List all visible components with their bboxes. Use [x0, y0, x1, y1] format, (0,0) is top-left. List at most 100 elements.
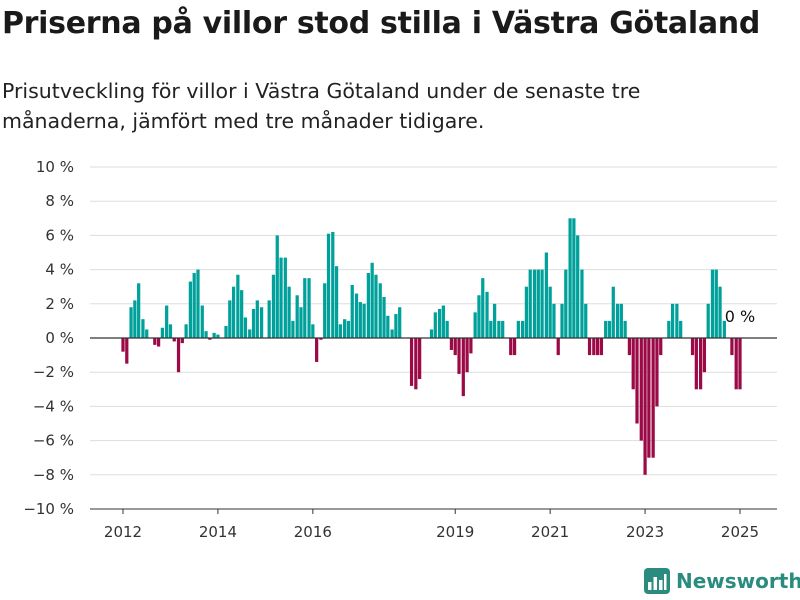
bar-positive — [141, 319, 145, 338]
bar-positive — [295, 295, 299, 338]
bar-positive — [521, 320, 525, 338]
bar-chart: 10 % 8 % 6 % 4 % 2 % 0 % −2 % −4 % −6 % −8 % −10 %… — [23, 158, 777, 541]
bar-positive — [441, 305, 445, 338]
bar-negative — [738, 338, 742, 390]
y-tick-label: 4 % — [45, 261, 74, 279]
bar-negative — [461, 338, 465, 397]
x-tick-label: 2021 — [531, 523, 569, 541]
bar-positive — [540, 269, 544, 338]
bar-negative — [409, 338, 414, 386]
bar-positive — [552, 303, 556, 338]
x-tick-label: 2023 — [626, 523, 664, 541]
bar-negative — [449, 338, 454, 350]
bar-negative — [176, 338, 181, 373]
bar-negative — [643, 338, 647, 475]
bar-positive — [524, 286, 529, 338]
bar-negative — [730, 338, 734, 356]
bar-positive — [477, 295, 481, 338]
bar-positive — [437, 308, 442, 338]
bar-positive — [204, 331, 208, 338]
bar-negative — [635, 338, 639, 424]
bar-negative — [627, 338, 632, 356]
bar-positive — [493, 303, 497, 338]
bar-positive — [572, 218, 576, 338]
bar-positive — [473, 312, 477, 338]
bar-positive — [528, 269, 532, 338]
bar-positive — [429, 329, 434, 338]
x-tick-label: 2019 — [436, 523, 474, 541]
bar-negative — [180, 338, 184, 344]
bar-positive — [670, 303, 675, 338]
bar-positive — [323, 283, 327, 338]
bar-positive — [196, 269, 200, 338]
bar-positive — [231, 286, 236, 338]
bar-positive — [212, 332, 216, 338]
chart-subtitle: Prisutveckling för villor i Västra Götal… — [2, 79, 641, 133]
y-tick-label: 0 % — [45, 329, 74, 347]
bar-positive — [615, 303, 620, 338]
bar-positive — [358, 302, 362, 338]
bar-negative — [469, 338, 473, 354]
bar-positive — [722, 320, 726, 338]
bar-positive — [287, 286, 291, 338]
bar-negative — [592, 338, 596, 356]
bar-negative — [121, 338, 125, 352]
bar-positive — [433, 312, 437, 338]
x-tick-label: 2014 — [199, 523, 237, 541]
bar-positive — [311, 324, 315, 338]
bar-negative — [509, 338, 513, 356]
bar-positive — [718, 286, 722, 338]
bar-positive — [497, 320, 501, 338]
bar-positive — [334, 266, 339, 338]
bar-positive — [714, 269, 718, 338]
bar-positive — [299, 307, 303, 338]
bar-positive — [192, 273, 196, 338]
bar-positive — [584, 303, 588, 338]
bar-positive — [378, 283, 382, 338]
bar-positive — [481, 278, 485, 338]
bar-positive — [619, 303, 623, 338]
bar-positive — [366, 273, 370, 338]
x-tick-label: 2012 — [104, 523, 142, 541]
bar-positive — [548, 286, 552, 338]
bar-positive — [532, 269, 537, 338]
bar-negative — [599, 338, 604, 356]
bar-positive — [346, 320, 351, 338]
y-tick-label: 2 % — [45, 295, 74, 313]
bar-positive — [576, 235, 580, 338]
bar-positive — [607, 320, 612, 338]
bar-positive — [259, 307, 264, 338]
bar-positive — [706, 303, 710, 338]
bar-positive — [568, 218, 572, 338]
bar-positive — [137, 283, 141, 338]
bar-negative — [512, 338, 517, 356]
bar-negative — [595, 338, 600, 356]
y-tick-label: −10 % — [23, 500, 74, 518]
bar-positive — [398, 307, 402, 338]
bar-positive — [251, 308, 256, 338]
chart-title: Priserna på villor stod stilla i Västra … — [2, 6, 760, 41]
bar-positive — [394, 314, 398, 338]
bar-negative — [651, 338, 655, 458]
bar-negative — [453, 338, 457, 356]
bar-positive — [326, 233, 331, 338]
y-tick-label: −2 % — [33, 363, 74, 381]
bar-positive — [564, 269, 568, 338]
bar-positive — [279, 257, 283, 338]
bar-positive — [283, 257, 287, 338]
bar-negative — [208, 338, 212, 340]
bar-negative — [655, 338, 659, 407]
bar-positive — [200, 305, 204, 338]
bar-positive — [165, 305, 169, 338]
bar-positive — [129, 307, 133, 338]
bar-positive — [188, 281, 193, 338]
newsworthy-logo[interactable]: Newsworthy — [644, 568, 800, 594]
bar-negative — [465, 338, 469, 373]
bar-positive — [291, 320, 295, 338]
bar-positive — [184, 324, 188, 338]
bar-positive — [374, 274, 378, 338]
bar-positive — [145, 329, 149, 338]
bar-negative — [457, 338, 461, 374]
bar-positive — [445, 320, 449, 338]
bar-negative — [315, 338, 319, 362]
